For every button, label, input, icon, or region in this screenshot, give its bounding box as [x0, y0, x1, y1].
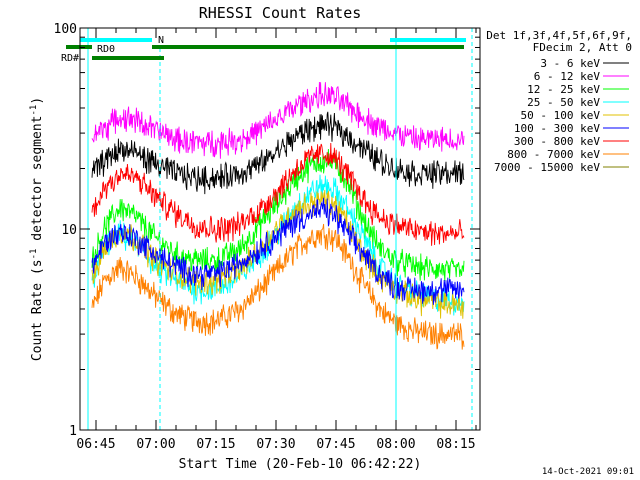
y-tick-label: 1 [69, 424, 77, 439]
legend-label: 7000 - 15000 keV [494, 161, 600, 174]
axis-layer: 1 10 100 06:45 07:00 07:15 07:30 07:45 08:00 08:1… [54, 22, 480, 452]
legend-label: 6 - 12 keV [534, 70, 601, 83]
x-tick-label: 07:45 [316, 437, 355, 452]
series-trace-0 [91, 111, 465, 195]
legend-label: 12 - 25 keV [527, 83, 600, 96]
x-tick-label: 08:00 [376, 437, 415, 452]
annotation-layer: RD0 RD# N [61, 28, 473, 430]
series-layer [91, 81, 465, 350]
legend-label: 50 - 100 keV [521, 109, 601, 122]
series-trace-1 [91, 81, 465, 159]
flag-bar-rd0-right [152, 45, 464, 49]
legend-label: 25 - 50 keV [527, 96, 600, 109]
legend-label: 300 - 800 keV [514, 135, 600, 148]
flag-bar-n-2 [390, 38, 466, 42]
flag-label-rdhash: RD# [61, 53, 79, 64]
footer-timestamp: 14-Oct-2021 09:01 [542, 467, 634, 477]
x-tick-label: 08:15 [436, 437, 475, 452]
legend-header-line: Det 1f,3f,4f,5f,6f,9f, [486, 29, 632, 42]
legend: Det 1f,3f,4f,5f,6f,9f,FDecim 2, Att 0 3 -… [486, 29, 632, 174]
chart-title: RHESSI Count Rates [199, 4, 362, 22]
legend-label: 100 - 300 keV [514, 122, 600, 135]
flag-bar-rdhash [92, 56, 164, 60]
flag-bar-rd0-left [66, 45, 92, 49]
series-trace-6 [91, 142, 465, 246]
x-tick-label: 07:15 [196, 437, 235, 452]
legend-label: 800 - 7000 keV [507, 148, 600, 161]
series-trace-5 [91, 197, 465, 305]
legend-header-line: FDecim 2, Att 0 [533, 41, 632, 54]
y-tick-label: 100 [54, 22, 77, 37]
x-tick-label: 06:45 [76, 437, 115, 452]
y-tick-label: 10 [61, 223, 77, 238]
legend-label: 3 - 6 keV [540, 57, 600, 70]
flag-bar-n-1 [80, 38, 152, 42]
x-tick-label: 07:30 [256, 437, 295, 452]
x-axis-label: Start Time (20-Feb-10 06:42:22) [179, 457, 422, 472]
y-axis-label: Count Rate (s-1 detector segment-1) [29, 97, 45, 361]
flag-label-n: N [158, 35, 164, 46]
series-trace-2 [91, 148, 465, 281]
flag-label-rd0: RD0 [97, 44, 115, 55]
series-trace-7 [91, 223, 465, 350]
x-tick-label: 07:00 [136, 437, 175, 452]
